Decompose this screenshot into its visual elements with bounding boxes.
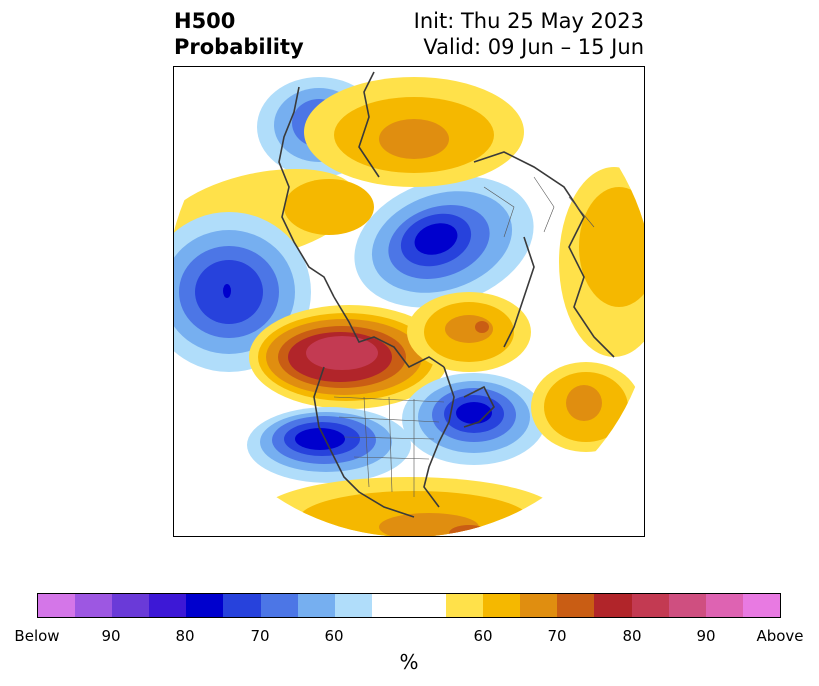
colorbar-cell — [38, 594, 76, 617]
colorbar-cell — [520, 594, 558, 617]
probability-shading — [174, 67, 644, 536]
cb-label-80-above: 80 — [622, 627, 642, 645]
colorbar-cell — [260, 594, 298, 617]
colorbar-cell — [408, 594, 447, 617]
colorbar-cell — [371, 594, 409, 617]
colorbar-cell — [631, 594, 669, 617]
colorbar-cell — [594, 594, 632, 617]
colorbar-cell — [483, 594, 521, 617]
title-line-2: Probability — [174, 35, 304, 59]
colorbar-cell — [75, 594, 113, 617]
cb-label-90-below: 90 — [101, 627, 121, 645]
map-title: H500 Probability — [174, 8, 304, 60]
anomaly-greenland — [407, 292, 531, 372]
anomaly-arctic — [354, 176, 534, 308]
cb-label-above: Above — [756, 627, 804, 645]
anomaly-alaska — [249, 305, 449, 409]
borders — [333, 176, 595, 497]
coastlines — [278, 71, 615, 518]
colorbar-cell — [297, 594, 335, 617]
colorbar-cell — [668, 594, 706, 617]
colorbar-cell — [557, 594, 595, 617]
cb-label-80-below: 80 — [175, 627, 195, 645]
anomaly-west-us — [247, 407, 411, 483]
colorbar-cell — [334, 594, 372, 617]
date-info: Init: Thu 25 May 2023 Valid: 09 Jun – 15… — [414, 8, 644, 60]
colorbar-unit: % — [399, 650, 419, 674]
map-canvas — [174, 67, 644, 536]
cb-label-60-below: 60 — [324, 627, 344, 645]
cb-label-60-above: 60 — [473, 627, 493, 645]
anomaly-ne-us — [402, 373, 546, 465]
init-date: Init: Thu 25 May 2023 — [413, 9, 644, 33]
valid-range: Valid: 09 Jun – 15 Jun — [423, 35, 644, 59]
colorbar-cell — [705, 594, 743, 617]
cb-label-90-above: 90 — [696, 627, 716, 645]
colorbar — [37, 593, 781, 618]
colorbar-cell — [149, 594, 187, 617]
anomaly-east-siberia — [304, 77, 524, 187]
colorbar-cell — [446, 594, 484, 617]
colorbar-cell — [186, 594, 224, 617]
probability-map — [173, 66, 645, 537]
anomaly-north-atlantic — [531, 362, 641, 452]
cb-label-70-below: 70 — [250, 627, 270, 645]
title-line-1: H500 — [174, 9, 236, 33]
colorbar-cell — [742, 594, 780, 617]
cb-label-70-above: 70 — [547, 627, 567, 645]
colorbar-cell — [223, 594, 261, 617]
cb-label-below: Below — [14, 627, 60, 645]
colorbar-cell — [112, 594, 150, 617]
